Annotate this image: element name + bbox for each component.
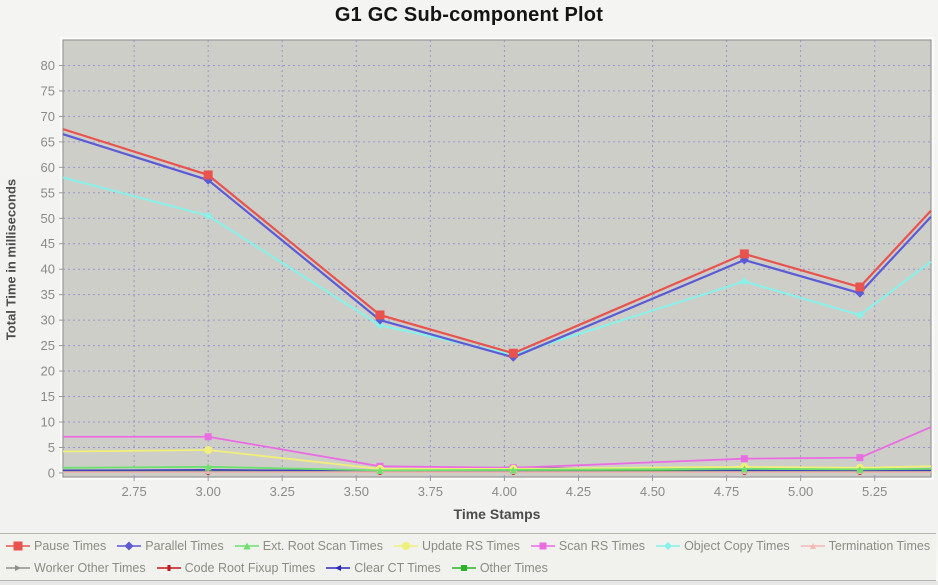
- parallel-marker-icon: [117, 541, 142, 551]
- legend-item-parallel: Parallel Times: [117, 539, 224, 553]
- legend-label: Worker Other Times: [34, 561, 146, 575]
- legend: Pause Times Parallel Times Ext. Root Scan …: [0, 533, 936, 581]
- axis-tick-labels: 0 5 10 15 20 25 30 35 40 45 50 55 60 65 70 75 80 2.75 3.00…: [41, 58, 888, 499]
- legend-item-object-copy: Object Copy Times: [656, 539, 790, 553]
- y-tick-label: 65: [41, 134, 55, 149]
- legend-label: Other Times: [479, 561, 548, 575]
- x-tick-label: 4.00: [492, 484, 517, 499]
- other-marker-icon: [451, 565, 476, 571]
- clear-ct-marker-icon: [326, 565, 351, 571]
- y-tick-label: 0: [48, 465, 55, 480]
- series-ext-root-scan: [62, 463, 932, 474]
- legend-item-worker-other: Worker Other Times: [6, 561, 146, 575]
- y-tick-label: 40: [41, 262, 55, 277]
- y-tick-label: 25: [41, 338, 55, 353]
- y-tick-label: 55: [41, 185, 55, 200]
- object-copy-marker-icon: [656, 542, 681, 550]
- legend-item-code-root-fixup: Code Root Fixup Times: [156, 561, 316, 575]
- legend-row: Pause Times Parallel Times Ext. Root Scan …: [6, 535, 936, 557]
- x-tick-label: 4.50: [640, 484, 665, 499]
- legend-label: Ext. Root Scan Times: [262, 539, 383, 553]
- legend-label: Termination Times: [828, 539, 931, 553]
- update-rs-marker-icon: [393, 542, 418, 550]
- y-tick-label: 15: [41, 389, 55, 404]
- y-tick-label: 80: [41, 58, 55, 73]
- y-tick-label: 20: [41, 364, 55, 379]
- x-tick-label: 3.75: [418, 484, 443, 499]
- legend-item-ext-root-scan: Ext. Root Scan Times: [234, 539, 383, 553]
- legend-label: Object Copy Times: [684, 539, 790, 553]
- legend-label: Scan RS Times: [558, 539, 646, 553]
- legend-item-other: Other Times: [451, 561, 548, 575]
- y-axis-title: Total Time in milliseconds: [3, 178, 19, 341]
- x-tick-label: 4.25: [566, 484, 591, 499]
- legend-item-termination: Termination Times: [800, 539, 931, 553]
- legend-label: Pause Times: [34, 539, 107, 553]
- legend-label: Parallel Times: [145, 539, 224, 553]
- y-tick-label: 5: [48, 440, 55, 455]
- termination-marker-icon: [800, 543, 825, 549]
- legend-item-scan-rs: Scan RS Times: [530, 539, 646, 553]
- x-tick-label: 5.00: [788, 484, 813, 499]
- x-tick-label: 5.25: [862, 484, 887, 499]
- ext-root-scan-marker-icon: [234, 542, 259, 550]
- x-axis-title: Time Stamps: [453, 506, 541, 522]
- plot-bezel: [60, 37, 934, 480]
- y-tick-label: 45: [41, 236, 55, 251]
- x-tick-label: 3.50: [344, 484, 369, 499]
- bottom-strip: [0, 581, 938, 585]
- y-tick-label: 10: [41, 414, 55, 429]
- legend-label: Code Root Fixup Times: [184, 561, 316, 575]
- legend-item-pause: Pause Times: [6, 539, 106, 553]
- y-tick-label: 70: [41, 109, 55, 124]
- pause-marker-icon: [6, 541, 30, 551]
- series-pause: [62, 128, 932, 358]
- legend-item-update-rs: Update RS Times: [393, 539, 520, 553]
- legend-label: Clear CT Times: [354, 561, 441, 575]
- y-tick-label: 35: [41, 287, 55, 302]
- y-tick-label: 60: [41, 160, 55, 175]
- chart-title: G1 GC Sub-component Plot: [334, 4, 604, 26]
- legend-item-clear-ct: Clear CT Times: [326, 561, 441, 575]
- legend-label: Update RS Times: [421, 539, 520, 553]
- x-tick-label: 3.25: [270, 484, 295, 499]
- x-tick-label: 3.00: [196, 484, 221, 499]
- scan-rs-marker-icon: [530, 542, 555, 550]
- axis-ticks: [59, 64, 876, 481]
- plot-background: [62, 39, 932, 478]
- legend-row: Worker Other Times Code Root Fixup Times C…: [6, 557, 936, 579]
- x-tick-label: 2.75: [121, 484, 146, 499]
- x-tick-label: 4.75: [714, 484, 739, 499]
- plot-area[interactable]: 0 5 10 15 20 25 30 35 40 45 50 55 60 65 70 75 80 2.75 3.00…: [0, 0, 938, 530]
- code-root-fixup-marker-icon: [156, 565, 181, 571]
- y-tick-label: 50: [41, 211, 55, 226]
- worker-other-marker-icon: [6, 565, 30, 571]
- y-tick-label: 75: [41, 83, 55, 98]
- y-tick-label: 30: [41, 313, 55, 328]
